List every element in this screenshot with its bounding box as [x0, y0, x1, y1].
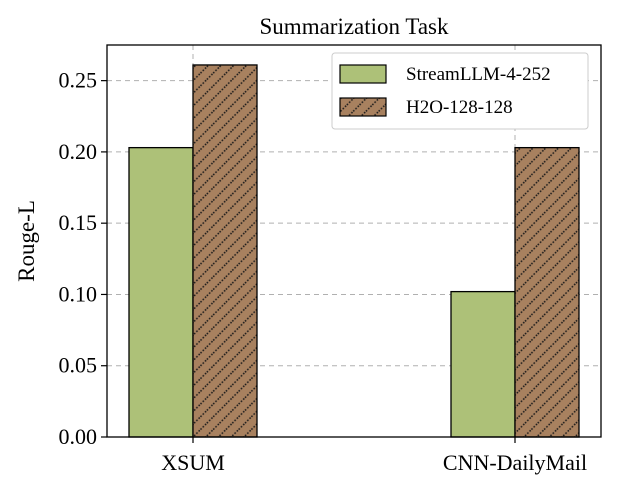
bars — [128, 64, 580, 438]
y-tick-label: 0.20 — [59, 139, 98, 164]
x-tick-label: XSUM — [161, 450, 225, 475]
y-tick-label: 0.25 — [59, 68, 98, 93]
legend-box — [331, 52, 589, 130]
y-tick-label: 0.05 — [59, 353, 98, 378]
x-tick-label: CNN-DailyMail — [443, 450, 587, 475]
legend-swatch-h2o — [339, 97, 387, 117]
bar-h2o-xsum — [192, 64, 258, 438]
legend-swatch-streamllm — [339, 64, 387, 84]
x-axis: XSUM CNN-DailyMail — [161, 437, 587, 475]
y-axis-label: Rouge-L — [14, 200, 39, 282]
bar-streamllm-cnn-dailymail — [450, 290, 516, 438]
legend-label-h2o: H2O-128-128 — [406, 97, 513, 118]
legend-label-streamllm: StreamLLM-4-252 — [406, 64, 551, 85]
plot-frame — [106, 44, 602, 438]
y-axis: 0.00 0.05 0.10 0.15 0.20 0.25 — [59, 68, 107, 449]
bar-h2o-cnn-dailymail — [514, 146, 580, 438]
y-tick-label: 0.00 — [59, 424, 98, 449]
chart-title: Summarization Task — [260, 14, 449, 39]
legend: StreamLLM-4-252 H2O-128-128 — [331, 52, 589, 130]
y-tick-label: 0.15 — [59, 210, 98, 235]
bar-streamllm-xsum — [128, 146, 194, 438]
y-tick-label: 0.10 — [59, 281, 98, 306]
